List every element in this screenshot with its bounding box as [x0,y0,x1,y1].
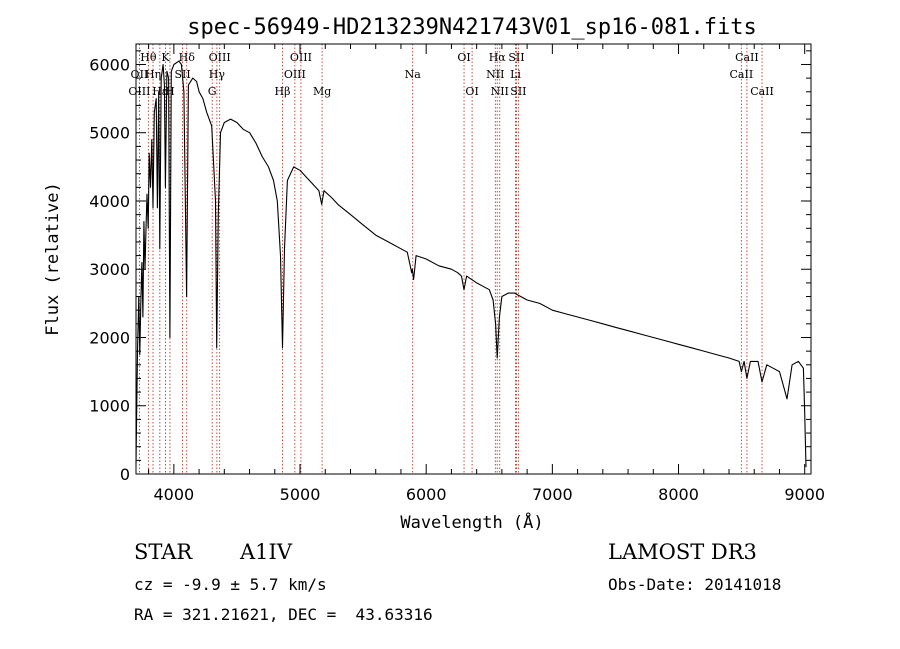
spectral-line-label: H [165,85,175,98]
spectral-line-label: Hθ [140,51,157,64]
spectral-line-label: NII [491,85,509,98]
object-class: STAR [134,540,193,564]
spectral-line-markers [138,44,763,474]
spectral-line-label: NII [486,68,504,81]
spectral-line-label: Na [405,68,422,81]
x-tick-label: 5000 [280,485,321,504]
x-axis-ticks: 4000 5000 6000 7000 8000 9000 [148,44,825,504]
y-tick-label: 4000 [89,192,130,211]
spectral-line-label: K [161,51,170,64]
x-tick-label: 6000 [406,485,447,504]
spectral-line-label: CaII [730,68,754,81]
y-tick-label: 2000 [89,328,130,347]
spectral-line-label: CaII [750,85,774,98]
y-axis-label: Flux (relative) [43,182,63,336]
spectral-line-label: OI [465,85,478,98]
spectral-line-label: SII [508,51,524,64]
y-tick-label: 1000 [89,397,130,416]
spectral-line-label: G [208,85,217,98]
spectral-line-label: Hη [145,68,161,81]
spectral-line-label: CaII [735,51,759,64]
spectral-line-label: Hγ [209,68,226,81]
spectral-line-label: Li [510,68,521,81]
x-tick-label: 4000 [153,485,194,504]
y-tick-label: 6000 [89,55,130,74]
sky-coordinates: RA = 321.21621, DEC = 43.63316 [134,605,433,624]
y-tick-label: 0 [120,465,130,484]
observation-date: Obs-Date: 20141018 [608,575,782,594]
y-tick-label: 3000 [89,260,130,279]
plot-frame [135,43,812,475]
y-tick-label: 5000 [89,124,130,143]
chart-title: spec-56949-HD213239N421743V01_sp16-081.f… [187,15,757,40]
x-axis-label: Wavelength (Å) [400,511,543,533]
spectrum-line [135,60,807,468]
spectral-line-label: OIII [209,51,231,64]
spectral-line-label: Hα [489,51,507,64]
spectral-line-label: OIII [290,51,312,64]
spectral-line-label: OIII [284,68,306,81]
x-tick-label: 8000 [658,485,699,504]
object-subclass: A1IV [240,540,292,564]
spectral-line-label: Hδ [179,51,196,64]
x-tick-label: 7000 [532,485,573,504]
spectral-line-label: SII [510,85,526,98]
spectral-line-label: Hβ [275,85,291,98]
survey-name: LAMOST DR3 [608,540,757,564]
y-axis-ticks: 0 1000 2000 3000 4000 5000 6000 [89,50,811,484]
redshift-cz: cz = -9.9 ± 5.7 km/s [134,575,327,594]
x-tick-label: 9000 [784,485,825,504]
spectral-line-label: OI [457,51,470,64]
spectral-line-label: Mg [313,85,331,98]
spectral-line-label: OII [131,68,149,81]
spectrum-series [135,60,807,468]
